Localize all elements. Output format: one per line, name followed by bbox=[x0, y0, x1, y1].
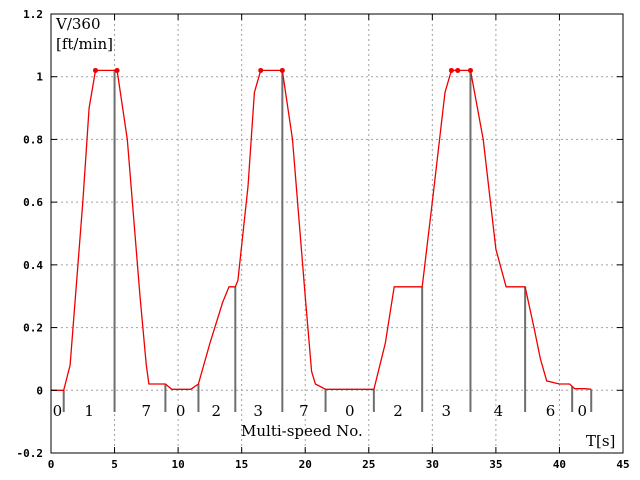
plateau-point bbox=[92, 67, 98, 73]
speed-number-label: 7 bbox=[142, 402, 152, 420]
plateau-point bbox=[279, 67, 285, 73]
grid bbox=[51, 14, 623, 453]
speed-number-label: 0 bbox=[53, 402, 63, 420]
x-axis-label: T[s] bbox=[586, 432, 615, 450]
speed-number-label: 1 bbox=[84, 402, 94, 420]
x-tick-label: 15 bbox=[235, 458, 248, 471]
x-tick-label: 45 bbox=[616, 458, 629, 471]
speed-number-label: 0 bbox=[176, 402, 186, 420]
multi-speed-annotation: Multi-speed No. bbox=[241, 422, 363, 440]
x-tick-label: 0 bbox=[48, 458, 55, 471]
y-tick-label: 0.8 bbox=[23, 133, 43, 146]
speed-number-label: 7 bbox=[299, 402, 309, 420]
speed-number-label: 0 bbox=[578, 402, 588, 420]
y-tick-label: 0 bbox=[36, 384, 43, 397]
speed-labels: 0 1 7 0 2 3 7 0 2 3 4 6 0 bbox=[53, 402, 588, 420]
plateau-point bbox=[258, 67, 264, 73]
x-tick-label: 40 bbox=[553, 458, 566, 471]
x-tick-label: 20 bbox=[299, 458, 312, 471]
speed-change-markers bbox=[62, 70, 593, 412]
y-tick-label: 1.2 bbox=[23, 8, 43, 21]
speed-number-label: 3 bbox=[442, 402, 452, 420]
y-tick-label: -0.2 bbox=[17, 447, 44, 460]
y-tick-label: 0.6 bbox=[23, 196, 43, 209]
plot-frame bbox=[50, 13, 624, 454]
x-tick-label: 30 bbox=[426, 458, 439, 471]
x-tick-label: 5 bbox=[111, 458, 118, 471]
speed-number-label: 4 bbox=[494, 402, 504, 420]
axis-ticks: 0 5 10 15 20 25 30 35 40 45-0.200.20.40.60.811.2 bbox=[17, 8, 630, 471]
speed-number-label: 3 bbox=[253, 402, 263, 420]
speed-number-label: 2 bbox=[211, 402, 221, 420]
plateau-point bbox=[114, 67, 120, 73]
y-axis-label-line2: [ft/min] bbox=[56, 35, 113, 53]
series-layer bbox=[51, 67, 592, 391]
speed-number-label: 6 bbox=[546, 402, 556, 420]
y-tick-label: 1 bbox=[36, 71, 43, 84]
speed-number-label: 0 bbox=[345, 402, 355, 420]
plateau-point bbox=[455, 67, 461, 73]
velocity-line bbox=[51, 69, 592, 391]
x-tick-label: 25 bbox=[362, 458, 375, 471]
y-tick-label: 0.2 bbox=[23, 322, 43, 335]
x-tick-label: 10 bbox=[171, 458, 184, 471]
x-tick-label: 35 bbox=[489, 458, 502, 471]
y-tick-label: 0.4 bbox=[23, 259, 43, 272]
speed-number-label: 2 bbox=[393, 402, 403, 420]
y-axis-label-line1: V/360 bbox=[55, 15, 101, 33]
plateau-point bbox=[448, 67, 454, 73]
plateau-point bbox=[467, 67, 473, 73]
